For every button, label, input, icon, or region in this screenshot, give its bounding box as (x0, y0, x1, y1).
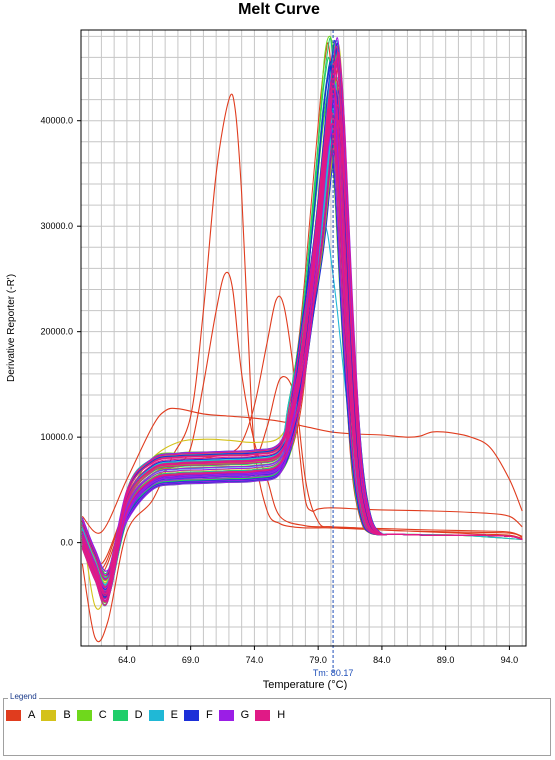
legend-swatch-G (218, 709, 234, 721)
legend-label-A: A (28, 709, 36, 721)
legend-title: Legend (8, 692, 39, 701)
x-tick-label-2: 74.0 (246, 655, 264, 665)
tm-marker-label: Tm: 80.17 (313, 668, 354, 678)
y-tick-label-3: 30000.0 (40, 221, 73, 231)
grid-lines (81, 30, 526, 646)
curve-A-outlier-3 (81, 407, 523, 534)
x-tick-label-5: 89.0 (437, 655, 455, 665)
legend-item-F: F (183, 709, 213, 721)
legend-swatch-B (41, 709, 57, 721)
legend-label-F: F (205, 709, 213, 721)
legend-swatch-C (76, 709, 92, 721)
legend-label-G: G (240, 709, 250, 721)
series-H (81, 45, 523, 606)
legend-box (3, 698, 551, 756)
legend-label-C: C (98, 709, 107, 721)
y-axis-label: Derivative Reporter (-R') (6, 274, 17, 382)
legend-item-C: C (76, 709, 107, 721)
legend-label-D: D (134, 709, 143, 721)
curve-H-11 (81, 119, 523, 603)
y-tick-label-2: 20000.0 (40, 327, 73, 337)
legend-item-E: E (148, 709, 178, 721)
legend-item-H: H (255, 709, 285, 721)
x-tick-label-1: 69.0 (182, 655, 200, 665)
x-tick-label-4: 84.0 (373, 655, 391, 665)
legend-swatch-F (183, 709, 199, 721)
plot-frame (80, 29, 527, 647)
legend-item-A: A (6, 709, 35, 721)
legend-swatch-A (6, 709, 21, 721)
legend-label-B: B (63, 709, 71, 721)
legend-swatch-H (255, 709, 271, 721)
legend-item-G: G (218, 709, 250, 721)
legend-swatch-D (112, 709, 128, 721)
y-axis-ticks: 0.0 10000.0 20000.0 30000.0 40000.0 (40, 116, 81, 548)
y-tick-label-1: 10000.0 (40, 432, 73, 442)
legend-item-D: D (112, 709, 143, 721)
melt-curve-chart: Melt Curve 64.0 69.0 74.0 79.0 84.0 89.0 94.0 … (6, 1, 527, 690)
legend-label-H: H (277, 709, 286, 721)
y-tick-label-4: 40000.0 (40, 116, 73, 126)
x-tick-label-0: 64.0 (118, 655, 136, 665)
legend-label-E: E (170, 709, 178, 721)
y-tick-label-0: 0.0 (60, 538, 73, 548)
legend-item-B: B (41, 709, 71, 721)
legend-items: A B C D E F G H (6, 709, 291, 721)
series-layer (81, 35, 523, 643)
legend-swatch-E (148, 709, 164, 721)
x-tick-label-6: 94.0 (501, 655, 519, 665)
x-axis-label: Temperature (°C) (263, 679, 347, 690)
x-tick-label-3: 79.0 (309, 655, 327, 665)
chart-title: Melt Curve (238, 1, 320, 18)
x-axis-ticks: 64.0 69.0 74.0 79.0 84.0 89.0 94.0 (118, 646, 518, 665)
